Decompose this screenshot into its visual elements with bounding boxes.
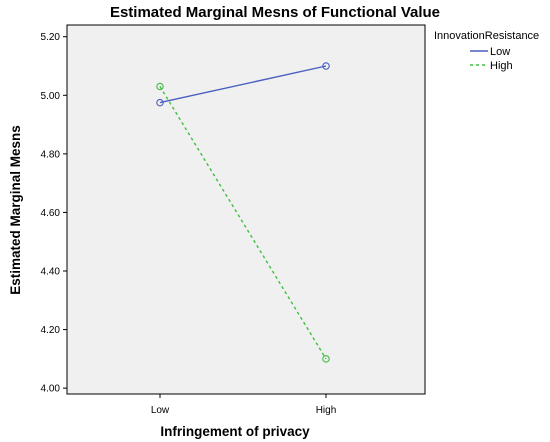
y-tick-label: 4.80 [41,149,61,160]
plot-area [66,24,426,395]
series-layer [156,62,330,363]
y-tick-label: 4.40 [41,267,61,278]
x-axis: Low High [151,394,336,416]
series-line-high [159,86,327,360]
y-axis: 4.00 4.20 4.40 4.60 4.80 5.00 5.20 [41,32,67,395]
point-low-high [322,62,330,70]
y-tick-label: 5.00 [41,91,61,102]
y-tick-label: 5.20 [41,32,61,43]
point-high-high [322,355,330,363]
point-low-low [156,98,164,107]
x-tick-label: Low [151,405,170,416]
y-axis-label: Estimated Marginal Mesns [8,125,23,295]
legend-title: InnovationResistance [434,30,539,42]
point-high-low [156,82,164,91]
y-tick-label: 4.00 [41,384,61,395]
x-axis-label: Infringement of privacy [160,424,310,439]
y-tick-label: 4.20 [41,325,61,336]
y-tick-label: 4.60 [41,208,61,219]
x-tick-label: High [316,405,337,416]
series-line-low [159,65,327,104]
legend-label-high: High [490,60,513,72]
chart-title: Estimated Marginal Mesns of Functional V… [110,4,440,21]
legend: InnovationResistance Low High [434,30,539,72]
legend-label-low: Low [490,46,510,58]
